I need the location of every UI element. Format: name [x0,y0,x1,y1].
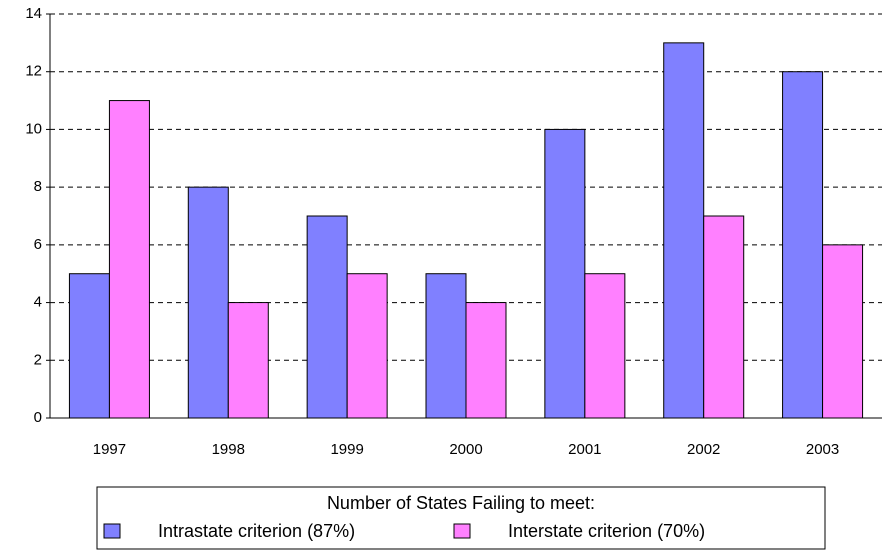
bar [584,273,626,419]
y-tick-label: 4 [34,294,42,311]
bar [544,128,586,419]
bar [425,273,467,419]
bar [663,42,705,419]
y-tick-label: 10 [25,120,42,137]
bar [306,215,348,419]
legend-box [96,486,826,550]
y-tick-label: 0 [34,409,42,426]
x-tick-label: 1998 [212,441,245,458]
x-tick-label: 2003 [806,441,839,458]
bar [108,100,150,419]
y-tick-label: 14 [25,5,42,22]
bar [227,302,269,419]
bar [822,244,864,419]
x-tick-label: 2000 [449,441,482,458]
legend-title: Number of States Failing to meet: [327,493,595,513]
y-tick-label: 12 [25,63,42,80]
bar [465,302,507,419]
x-tick-label: 1999 [330,441,363,458]
legend-swatch [103,523,121,539]
x-tick-label: 2002 [687,441,720,458]
x-tick-label: 1997 [93,441,126,458]
x-tick-label: 2001 [568,441,601,458]
legend-label: Interstate criterion (70%) [508,521,705,541]
legend-swatch [453,523,471,539]
bar [782,71,824,419]
bar [187,186,229,419]
bar [346,273,388,419]
y-tick-label: 6 [34,236,42,253]
y-tick-label: 2 [34,351,42,368]
legend-label: Intrastate criterion (87%) [158,521,355,541]
bar [68,273,110,419]
bar [703,215,745,419]
y-tick-label: 8 [34,178,42,195]
